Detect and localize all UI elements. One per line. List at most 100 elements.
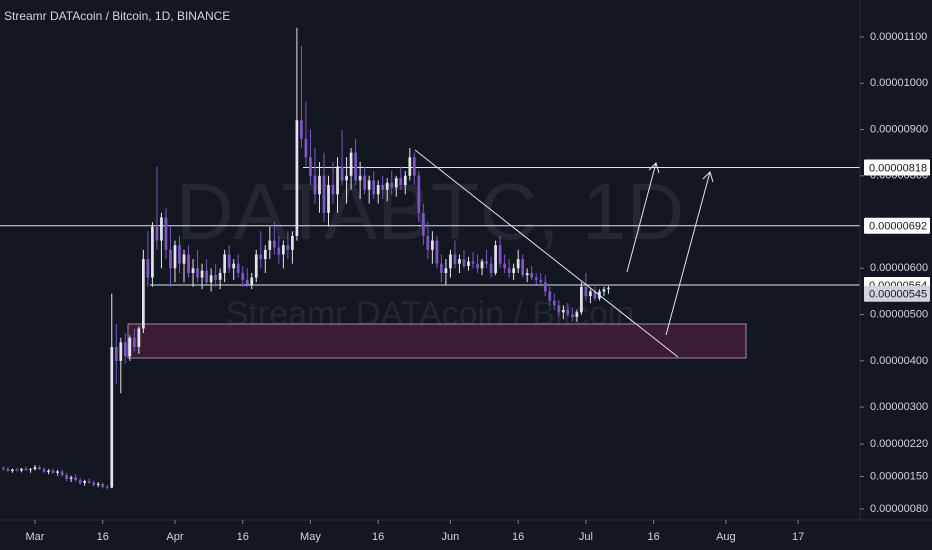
candle-body [561,309,565,313]
candle-body [372,180,376,195]
candle-body [218,272,222,280]
candle-body [277,247,281,255]
candle-body [309,157,312,176]
y-tick-label: 0.00000900 [870,123,928,135]
candle-body [232,263,236,269]
candle-body [87,481,91,483]
candle-body [417,175,421,213]
candle-body [42,469,46,472]
candle-body [259,254,263,260]
candle-body [566,309,570,315]
candle-body [304,138,308,158]
candle-body [498,245,502,264]
candle-body [65,475,68,479]
y-tick-label: 0.00000150 [870,470,928,482]
candle-body [327,185,330,213]
candle-body [33,467,37,470]
candle-body [367,180,371,190]
candle-body [38,467,41,470]
x-tick-label: Aug [716,531,736,543]
candle-body [471,261,475,264]
candle-body [431,240,434,250]
candle-body [96,483,100,485]
candle-body [494,245,497,273]
level-label: 0.00000692 [869,221,927,233]
level-label: 0.00000545 [869,289,927,301]
candle-body [15,469,19,471]
y-tick-label: 0.00000220 [870,438,928,450]
candle-body [349,152,353,176]
x-tick-label: 16 [648,531,660,543]
candle-body [584,286,588,297]
y-tick-label: 0.00000600 [870,262,928,274]
candle-body [381,185,385,190]
x-tick-label: May [300,531,321,543]
candle-body [403,175,407,186]
candle-body [60,471,64,476]
candle-body [263,249,267,260]
x-tick-label: Jun [442,531,460,543]
candle-body [119,342,123,361]
candles [2,27,610,490]
candle-body [6,469,10,471]
candle-body [421,212,425,236]
candle-body [476,263,479,269]
candle-body [354,152,357,181]
candle-body [92,482,96,485]
candle-body [449,254,452,269]
candle-body [399,178,403,186]
candle-body [11,469,14,471]
candle-body [557,305,561,313]
candle-body [385,182,389,190]
x-tick-label: 16 [97,531,109,543]
y-tick-label: 0.00000300 [870,401,928,413]
x-tick-label: 16 [372,531,384,543]
candle-body [593,291,597,299]
candle-body [408,157,412,176]
candle-body [539,279,543,283]
candle-body [114,346,118,361]
candle-body [552,300,556,306]
x-tick-label: Apr [166,531,183,543]
candle-body [20,468,23,471]
candle-body [169,249,172,269]
candle-body [571,314,574,317]
candle-body [83,481,87,483]
candle-body [236,263,240,273]
arrow-head [702,171,714,183]
drawings [414,149,714,358]
candle-body [245,279,249,285]
chart-title: Streamr DATAcoin / Bitcoin, 1D, BINANCE [4,9,230,23]
candle-body [105,486,109,488]
candle-body [453,254,457,264]
candle-body [548,291,552,301]
candle-body [69,477,73,479]
candle-body [444,268,448,273]
candle-body [137,328,141,347]
candle-body [458,259,461,264]
candle-body [191,268,195,273]
candle-body [295,120,299,236]
candle-body [543,282,547,292]
demand-zone [127,323,747,359]
candle-body [485,261,488,264]
candle-body [358,175,362,181]
candle-body [435,240,439,264]
candle-body [74,477,77,481]
x-tick-label: Mar [26,531,45,543]
y-tick-label: 0.00001100 [870,31,927,43]
candle-body [2,468,5,470]
x-tick-label: 16 [237,531,249,543]
candle-body [29,469,32,471]
arrow [626,162,657,273]
y-tick-label: 0.00000500 [870,308,928,320]
candle-body [254,254,258,278]
candle-body [503,263,506,269]
candle-body [607,287,610,290]
candle-body [47,470,50,472]
candle-body [462,259,466,267]
candle-body [200,270,204,278]
x-tick-label: Jul [579,531,593,543]
